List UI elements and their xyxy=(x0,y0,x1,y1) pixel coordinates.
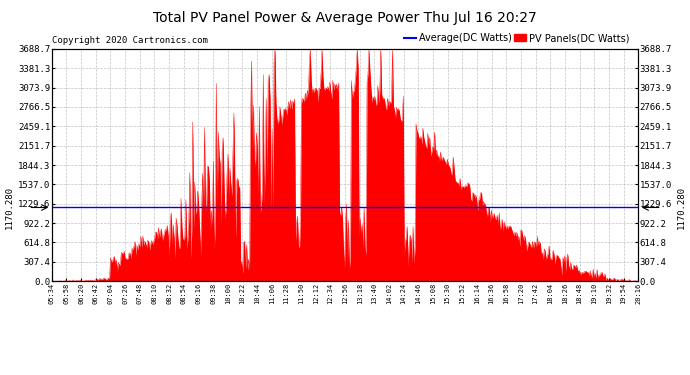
Text: 1170.280: 1170.280 xyxy=(676,186,685,229)
Text: Total PV Panel Power & Average Power Thu Jul 16 20:27: Total PV Panel Power & Average Power Thu… xyxy=(153,11,537,25)
Text: Copyright 2020 Cartronics.com: Copyright 2020 Cartronics.com xyxy=(52,36,208,45)
Legend: Average(DC Watts), PV Panels(DC Watts): Average(DC Watts), PV Panels(DC Watts) xyxy=(400,29,633,47)
Text: 1170.280: 1170.280 xyxy=(5,186,14,229)
